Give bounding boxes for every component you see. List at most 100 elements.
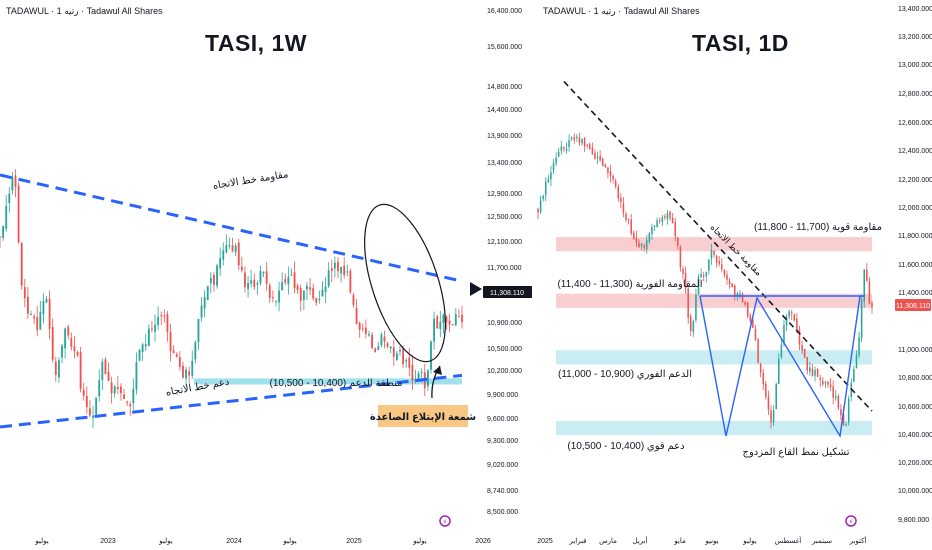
weekly-candle bbox=[333, 262, 336, 269]
weekly-candle bbox=[11, 177, 14, 191]
left-event-icon-glyph: ⚡ bbox=[443, 518, 448, 526]
daily-candle bbox=[783, 325, 785, 345]
weekly-candle bbox=[70, 338, 73, 347]
weekly-candle bbox=[36, 317, 39, 331]
weekly-candle bbox=[67, 326, 70, 336]
daily-candle bbox=[542, 196, 544, 200]
weekly-candle bbox=[377, 346, 380, 350]
weekly-candle bbox=[51, 326, 54, 360]
weekly-candle bbox=[433, 318, 436, 342]
daily-candle bbox=[552, 163, 555, 171]
weekly-y-tick-label: 14,400.000 bbox=[487, 107, 522, 114]
weekly-candle bbox=[306, 285, 308, 290]
weekly-candle bbox=[206, 286, 209, 300]
daily-candle bbox=[809, 367, 811, 372]
weekly-candle bbox=[8, 193, 11, 204]
daily-candle bbox=[656, 220, 658, 228]
daily-candle bbox=[853, 369, 855, 382]
weekly-y-tick-label: 12,900.000 bbox=[487, 191, 522, 198]
daily-candle bbox=[829, 384, 832, 387]
weekly-candle bbox=[442, 314, 445, 323]
weekly-candle bbox=[213, 274, 215, 285]
weekly-candle bbox=[98, 380, 101, 397]
weekly-candle bbox=[451, 324, 454, 326]
daily-trend-resistance-line bbox=[563, 81, 873, 412]
weekly-x-tick-label: يوليو bbox=[412, 538, 426, 545]
daily-candle bbox=[671, 217, 674, 224]
daily-candle bbox=[863, 269, 866, 302]
weekly-y-tick-label: 11,700.000 bbox=[487, 265, 522, 272]
breakout-arrowhead bbox=[433, 366, 442, 375]
weekly-x-tick-label: يوليو bbox=[282, 538, 296, 545]
daily-y-tick-label: 11,400.000 bbox=[898, 290, 932, 297]
weekly-candle bbox=[457, 316, 460, 318]
weekly-candle bbox=[57, 360, 60, 378]
weekly-candle bbox=[265, 271, 268, 284]
weekly-candle bbox=[318, 298, 321, 300]
daily-y-tick-label: 12,200.000 bbox=[898, 177, 932, 184]
weekly-candle bbox=[250, 280, 253, 284]
weekly-candle bbox=[448, 320, 451, 325]
weekly-support-zone-label: منطقة الدعم (10,400 - 10,500) bbox=[269, 378, 402, 389]
weekly-candle bbox=[64, 328, 67, 349]
weekly-candle bbox=[389, 346, 392, 349]
weekly-candle bbox=[200, 305, 203, 318]
weekly-support-trendline bbox=[0, 373, 463, 429]
weekly-y-tick-label: 8,740.000 bbox=[487, 488, 518, 495]
weekly-x-tick-label: يوليو bbox=[34, 538, 48, 545]
daily-candle bbox=[689, 316, 692, 331]
weekly-candle bbox=[141, 344, 144, 352]
weekly-candle bbox=[0, 236, 1, 238]
weekly-candle bbox=[439, 321, 442, 330]
weekly-candle bbox=[299, 288, 302, 301]
daily-candle bbox=[832, 386, 834, 398]
weekly-candle bbox=[48, 298, 51, 329]
daily-candle bbox=[620, 197, 622, 203]
daily-candle bbox=[674, 222, 676, 237]
weekly-candle bbox=[371, 334, 374, 349]
daily-candle bbox=[612, 175, 614, 180]
weekly-candle bbox=[395, 353, 398, 360]
weekly-candle bbox=[219, 257, 222, 269]
weekly-x-tick-label: يوليو bbox=[158, 538, 172, 545]
daily-candle bbox=[715, 255, 718, 263]
weekly-candle bbox=[343, 265, 346, 276]
daily-candle bbox=[741, 293, 744, 303]
daily-candle bbox=[702, 275, 705, 277]
weekly-candle bbox=[101, 361, 104, 381]
weekly-candle bbox=[324, 286, 327, 293]
weekly-candle bbox=[123, 394, 125, 399]
daily-candle bbox=[806, 357, 809, 371]
left-event-icon bbox=[439, 515, 451, 527]
breakout-label: شمعة الإبتلاع الصاعدة bbox=[370, 412, 476, 423]
daily-candle bbox=[550, 172, 552, 180]
weekly-candle bbox=[154, 324, 156, 332]
daily-y-tick-label: 11,800.000 bbox=[898, 233, 932, 240]
weekly-y-tick-label: 13,400.000 bbox=[487, 160, 522, 167]
daily-candle bbox=[591, 147, 594, 154]
weekly-candle bbox=[411, 364, 414, 381]
daily-candle bbox=[687, 288, 689, 318]
daily-candle bbox=[860, 299, 863, 339]
daily-candle bbox=[563, 147, 565, 149]
weekly-candle bbox=[293, 272, 296, 288]
weekly-y-tick-label: 13,900.000 bbox=[487, 133, 522, 140]
weekly-y-tick-label: 10,500.000 bbox=[487, 346, 522, 353]
daily-candle bbox=[539, 200, 542, 213]
daily-x-tick-label: أبريل bbox=[632, 536, 647, 545]
weekly-candle bbox=[151, 328, 153, 330]
weekly-candle bbox=[169, 331, 172, 352]
weekly-candle bbox=[256, 283, 259, 285]
daily-candle bbox=[713, 250, 715, 255]
right-event-icon bbox=[845, 515, 857, 527]
weekly-candle bbox=[454, 314, 457, 325]
daily-candle bbox=[866, 269, 868, 282]
weekly-candle bbox=[79, 352, 82, 390]
daily-candle bbox=[633, 232, 635, 239]
weekly-candle bbox=[182, 365, 184, 378]
daily-y-tick-label: 13,400.000 bbox=[898, 6, 932, 13]
daily-candle bbox=[658, 220, 661, 222]
daily-candle bbox=[721, 264, 723, 270]
weekly-y-tick-label: 12,100.000 bbox=[487, 239, 522, 246]
